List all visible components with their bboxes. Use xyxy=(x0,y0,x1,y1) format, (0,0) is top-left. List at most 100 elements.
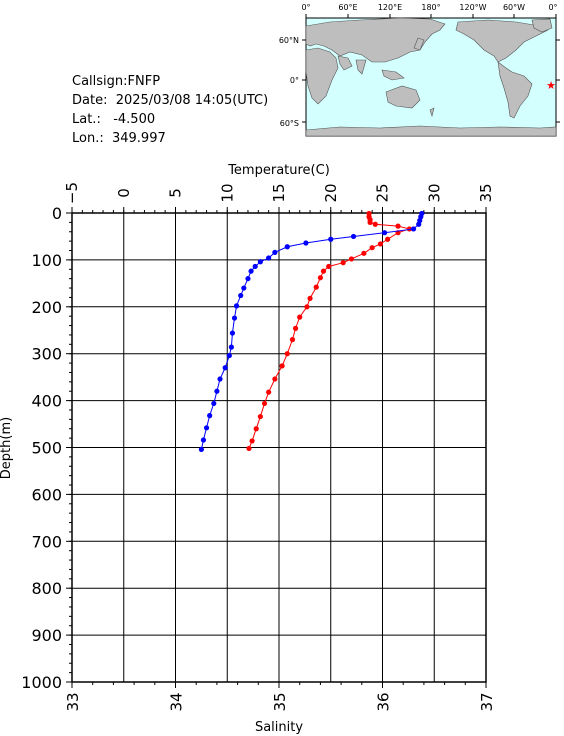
station-info: Callsign:FNFP Date: 2025/03/08 14:05(UTC… xyxy=(72,72,268,148)
salinity-point xyxy=(272,249,278,255)
map-land xyxy=(305,17,557,137)
map-lat-labels: 60°N 0° 60°S xyxy=(279,36,299,128)
latitude-text: Lat.: -4.500 xyxy=(72,112,156,127)
salinity-point xyxy=(238,292,244,299)
depth-axis-label: Depth(m) xyxy=(0,417,14,479)
salinity-point xyxy=(284,244,290,250)
temperature-point xyxy=(367,216,373,223)
salinity-point xyxy=(228,344,234,350)
salinity-axis-label: Salinity xyxy=(255,720,303,735)
temperature-point xyxy=(326,263,332,270)
map-lon-label: 120°E xyxy=(378,3,402,12)
depth-tick-label: 0 xyxy=(52,204,62,223)
depth-tick-label: 100 xyxy=(31,251,62,270)
map-lon-label: 60°W xyxy=(503,3,525,12)
world-map: 0° 60°E 120°E 180° 120°W 60°W 0° 60°N 0°… xyxy=(279,3,560,137)
salinity-point xyxy=(211,400,217,407)
salinity-point xyxy=(410,226,417,232)
map-lon-labels: 0° 60°E 120°E 180° 120°W 60°W 0° xyxy=(301,3,557,12)
map-lat-label: 60°N xyxy=(279,36,299,45)
depth-tick-label: 1000 xyxy=(21,673,62,692)
depth-tick-label: 500 xyxy=(31,439,62,458)
temperature-point xyxy=(297,314,303,320)
temperature-point xyxy=(340,260,346,266)
temperature-tick-label: 35 xyxy=(477,183,495,202)
temperature-point xyxy=(361,250,367,256)
map-lon-label: 180° xyxy=(421,3,440,12)
salinity-point xyxy=(217,376,223,382)
temperature-point xyxy=(366,210,372,217)
temperature-point xyxy=(253,426,259,432)
temperature-tick-label: 30 xyxy=(425,183,443,202)
temperature-point xyxy=(307,295,313,301)
depth-tick-label: 400 xyxy=(31,392,62,411)
temperature-point xyxy=(249,438,255,444)
temperature-point xyxy=(313,284,319,290)
salinity-point xyxy=(226,352,232,359)
salinity-tick-label: 34 xyxy=(168,692,186,711)
callsign-text: Callsign:FNFP xyxy=(72,74,161,89)
map-lon-label: 0° xyxy=(548,3,557,12)
salinity-tick-label: 35 xyxy=(271,692,289,711)
depth-tick-label: 800 xyxy=(31,579,62,598)
map-lat-label: 0° xyxy=(290,76,299,85)
temperature-tick-label: 15 xyxy=(270,183,288,202)
temperature-point xyxy=(406,226,413,232)
map-lat-label: 60°S xyxy=(280,119,299,128)
salinity-point xyxy=(381,230,388,236)
temperature-axis-label: Temperature(C) xyxy=(227,163,330,178)
salinity-point xyxy=(233,303,240,309)
temperature-point xyxy=(279,363,285,369)
temperature-point xyxy=(320,268,327,274)
salinity-point xyxy=(266,255,272,261)
salinity-point xyxy=(252,263,258,270)
depth-tick-label: 200 xyxy=(31,298,62,317)
temperature-tick-label: 10 xyxy=(218,183,236,202)
salinity-point xyxy=(248,268,254,274)
salinity-profile-line xyxy=(200,213,423,450)
map-lon-label: 120°W xyxy=(459,3,486,12)
temperature-point xyxy=(272,376,278,382)
salinity-point xyxy=(418,214,424,220)
salinity-point xyxy=(245,276,251,282)
salinity-point xyxy=(419,210,425,217)
map-ticks xyxy=(302,14,560,123)
temperature-point xyxy=(372,221,378,227)
salinity-point xyxy=(328,236,334,242)
temperature-profile-line xyxy=(248,213,412,449)
salinity-point xyxy=(198,446,204,452)
temperature-point xyxy=(246,445,252,452)
temperature-point xyxy=(257,413,263,420)
salinity-point xyxy=(231,315,238,321)
map-lon-label: 0° xyxy=(301,3,310,12)
salinity-tick-label: 37 xyxy=(478,692,496,711)
date-text: Date: 2025/03/08 14:05(UTC) xyxy=(72,93,269,108)
chart-grid xyxy=(71,212,487,683)
chart-series xyxy=(198,210,425,452)
temperature-point xyxy=(348,256,355,262)
salinity-tick-label: 36 xyxy=(375,692,393,711)
temperature-point xyxy=(317,275,323,281)
temperature-point xyxy=(292,325,299,331)
temperature-tick-label: −5 xyxy=(63,182,81,204)
depth-tick-label: 700 xyxy=(31,532,62,551)
temperature-tick-label: 5 xyxy=(167,188,185,198)
temperature-point xyxy=(377,241,384,247)
salinity-point xyxy=(303,240,309,246)
temperature-point xyxy=(395,230,401,236)
temperature-point xyxy=(369,245,375,251)
salinity-point xyxy=(350,233,357,240)
temperature-point xyxy=(284,351,290,357)
salinity-point xyxy=(214,388,220,394)
depth-tick-label: 900 xyxy=(31,626,62,645)
temperature-point xyxy=(261,400,268,407)
temperature-tick-label: 25 xyxy=(374,183,392,202)
temperature-point xyxy=(289,337,296,343)
plot-frame xyxy=(71,212,487,683)
salinity-point xyxy=(229,330,236,336)
salinity-point xyxy=(257,259,263,265)
temperature-point xyxy=(395,223,401,229)
map-lon-label: 60°E xyxy=(338,3,357,12)
salinity-point xyxy=(203,425,210,431)
longitude-text: Lon.: 349.997 xyxy=(72,131,166,146)
